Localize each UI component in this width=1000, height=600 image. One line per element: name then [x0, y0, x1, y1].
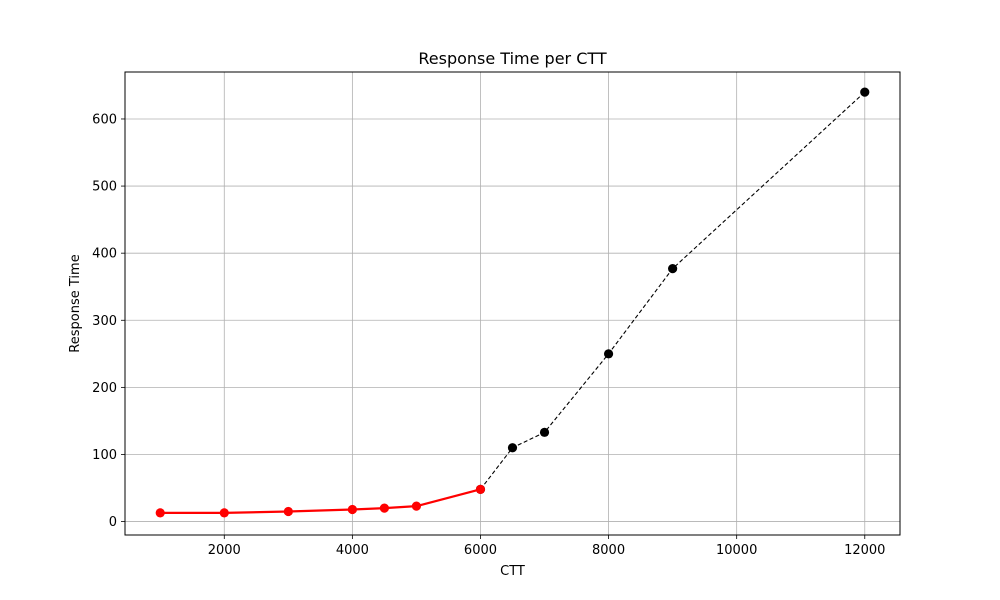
x-tick-label: 10000 — [716, 543, 757, 558]
dashed-series-point — [539, 427, 550, 437]
y-tick-label: 100 — [92, 448, 117, 463]
dashed-series-point — [860, 87, 870, 97]
y-axis-label: Response Time — [68, 254, 83, 352]
y-tick-label: 300 — [92, 314, 117, 329]
y-tick-label: 500 — [92, 180, 117, 195]
x-tick-label: 4000 — [336, 543, 369, 558]
x-tick-label: 2000 — [208, 543, 241, 558]
dashed-series-point — [603, 349, 614, 359]
solid-series-point — [283, 506, 293, 517]
ticks: 2000 4000 6000 8000 10000 12000 0 100 200 300 400 5… — [92, 112, 885, 558]
x-tick-label: 12000 — [844, 543, 885, 558]
y-tick-label: 200 — [92, 381, 117, 396]
x-axis-label: CTT — [500, 564, 525, 579]
solid-series-point — [411, 501, 422, 511]
solid-series-point — [219, 508, 229, 518]
y-tick-label: 0 — [109, 515, 117, 530]
dashed-series-point — [668, 264, 678, 274]
solid-series-point — [379, 503, 390, 513]
solid-series-point — [155, 508, 165, 518]
chart-title: Response Time per CTT — [418, 49, 607, 68]
solid-series-point — [475, 484, 486, 494]
plot-frame — [124, 71, 901, 536]
x-tick-label: 8000 — [592, 543, 625, 558]
dashed-series-point — [507, 443, 518, 453]
y-tick-label: 400 — [92, 247, 117, 262]
dashed-series-line — [480, 91, 866, 490]
x-tick-label: 6000 — [464, 543, 497, 558]
solid-series-point — [347, 504, 357, 515]
y-tick-label: 600 — [92, 112, 117, 127]
series-layer — [155, 87, 870, 518]
grid — [125, 72, 900, 535]
